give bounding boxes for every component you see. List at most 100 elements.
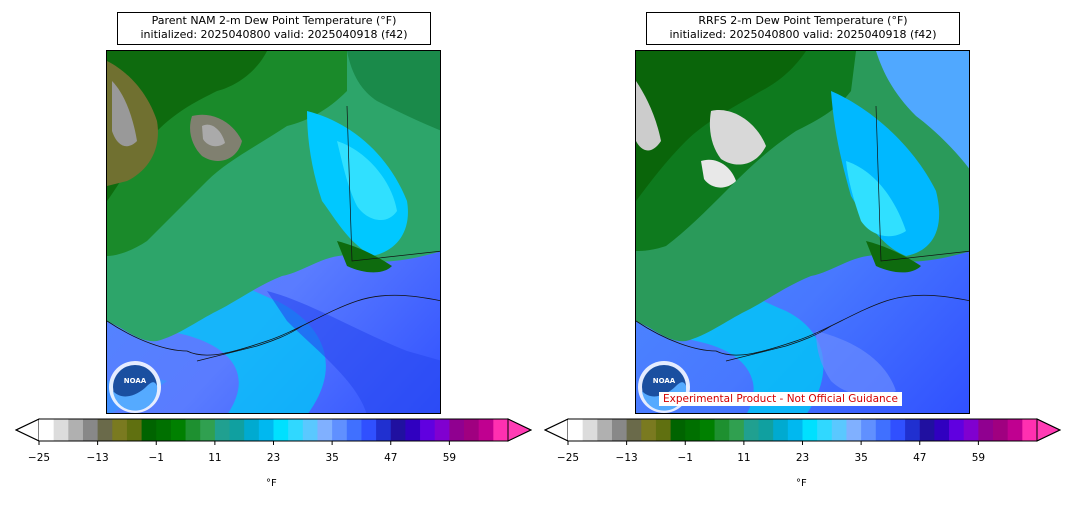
colorbar-over-arrow	[507, 418, 533, 442]
colorbar-swatch	[229, 419, 245, 441]
colorbar-swatch	[773, 419, 789, 441]
colorbar-tick-label: 47	[913, 452, 926, 464]
border-line	[875, 105, 969, 262]
colorbar-swatch	[846, 419, 862, 441]
panel-title: RRFS 2-m Dew Point Temperature (°F) init…	[646, 12, 960, 45]
colorbar-swatch	[273, 419, 289, 441]
colorbar-swatch	[288, 419, 304, 441]
colorbar-swatch	[420, 419, 436, 441]
colorbar-unit-label: °F	[266, 478, 277, 489]
colorbar-swatch	[978, 419, 994, 441]
colorbar-swatch	[802, 419, 818, 441]
colorbar-swatch	[464, 419, 480, 441]
colorbar-swatch	[817, 419, 833, 441]
colorbar-swatch	[655, 419, 672, 441]
colorbar-swatch	[200, 419, 216, 441]
colorbar-under-arrow	[14, 418, 40, 442]
colorbar-swatch	[39, 419, 55, 441]
colorbar-swatch	[97, 419, 113, 441]
colorbar-swatch	[568, 419, 584, 441]
colorbar-swatch	[53, 419, 69, 441]
colorbar-swatch	[949, 419, 965, 441]
title-line-2: initialized: 2025040800 valid: 202504091…	[140, 28, 408, 41]
colorbar-swatch	[317, 419, 333, 441]
colorbar-swatch	[185, 419, 201, 441]
colorbar-swatch	[302, 419, 318, 441]
colorbar-swatch	[346, 419, 362, 441]
map-graphic: NOAA	[636, 51, 969, 413]
colorbar-swatch	[361, 419, 377, 441]
panel-title: Parent NAM 2-m Dew Point Temperature (°F…	[117, 12, 431, 45]
colorbar-swatch	[258, 419, 274, 441]
colorbar-tick-label: −1	[678, 452, 693, 464]
colorbar-swatch	[597, 419, 613, 441]
colorbar-swatch	[729, 419, 745, 441]
map-graphic: NOAA	[107, 51, 440, 413]
colorbar-swatch	[68, 419, 84, 441]
noaa-logo-icon: NOAA	[109, 361, 161, 413]
colorbar-tick-label: 59	[443, 452, 456, 464]
panel-rrfs: RRFS 2-m Dew Point Temperature (°F) init…	[530, 0, 1070, 507]
colorbar-swatch	[861, 419, 877, 441]
colorbar-swatch	[376, 419, 392, 441]
colorbar-swatch	[699, 419, 716, 441]
colorbar-tick-label: 23	[267, 452, 280, 464]
colorbar-swatch	[82, 419, 99, 441]
panel-nam: Parent NAM 2-m Dew Point Temperature (°F…	[14, 12, 535, 489]
border-line	[346, 105, 440, 262]
svg-text:NOAA: NOAA	[653, 377, 676, 385]
colorbar-swatch	[905, 419, 921, 441]
colorbar: −25 −13 −1 11 23 35 47 59	[14, 418, 535, 478]
title-line-1: Parent NAM 2-m Dew Point Temperature (°F…	[151, 14, 397, 27]
colorbar-swatch	[611, 419, 628, 441]
colorbar-swatch	[993, 419, 1009, 441]
title-line-2: initialized: 2025040800 valid: 202504091…	[669, 28, 937, 41]
colorbar-swatch	[963, 419, 979, 441]
colorbar-swatch	[1007, 419, 1023, 441]
coastline	[636, 294, 969, 356]
colorbar-swatch	[934, 419, 950, 441]
dew-point-map: NOAA	[106, 50, 441, 414]
colorbar-tick-label: 35	[325, 452, 338, 464]
colorbar-swatch	[493, 419, 509, 441]
colorbar-tick-label: −25	[557, 452, 579, 464]
colorbar-swatch	[449, 419, 465, 441]
colorbar-swatch	[890, 419, 906, 441]
colorbar-swatch	[831, 419, 847, 441]
colorbar-swatch	[670, 419, 686, 441]
colorbar-over-arrow	[1036, 418, 1062, 442]
colorbar-tick-label: 11	[737, 452, 750, 464]
colorbar-tick-label: 23	[796, 452, 809, 464]
colorbar-swatch	[582, 419, 598, 441]
title-line-1: RRFS 2-m Dew Point Temperature (°F)	[698, 14, 908, 27]
colorbar-tick-label: −13	[87, 452, 109, 464]
svg-text:NOAA: NOAA	[124, 377, 147, 385]
colorbar-tick-label: 11	[208, 452, 221, 464]
colorbar-swatch	[214, 419, 231, 441]
colorbar-unit-label: °F	[796, 478, 807, 489]
colorbar-swatch	[112, 419, 128, 441]
colorbar-swatch	[743, 419, 760, 441]
colorbar-swatch	[170, 419, 187, 441]
colorbar-swatch	[478, 419, 494, 441]
colorbar-swatch	[405, 419, 421, 441]
colorbar-graphic: −25 −13 −1 11 23 35 47 59	[14, 418, 533, 464]
colorbar-swatch	[919, 419, 935, 441]
colorbar-swatch	[332, 419, 348, 441]
colorbar-tick-label: 35	[854, 452, 867, 464]
colorbar-swatch	[126, 419, 143, 441]
colorbar-graphic: −25 −13 −1 11 23 35 47 59	[543, 418, 1062, 464]
colorbar-tick-label: −13	[616, 452, 638, 464]
colorbar-tick-label: −1	[149, 452, 164, 464]
colorbar-swatch	[156, 419, 172, 441]
colorbar-swatch	[787, 419, 803, 441]
colorbar-tick-label: 47	[384, 452, 397, 464]
colorbar-swatch	[758, 419, 774, 441]
colorbar-tick-label: −25	[28, 452, 50, 464]
colorbar-swatch	[626, 419, 642, 441]
colorbar-swatch	[244, 419, 260, 441]
colorbar-swatch	[641, 419, 657, 441]
colorbar-swatch	[685, 419, 701, 441]
colorbar-tick-label: 59	[972, 452, 985, 464]
colorbar-swatch	[875, 419, 891, 441]
